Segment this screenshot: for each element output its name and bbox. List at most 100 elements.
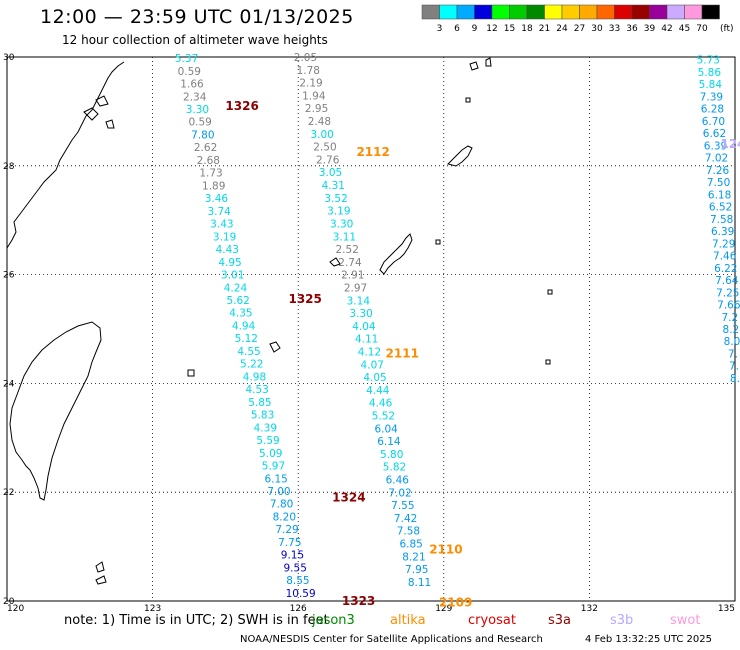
wave-height-value: 0.59: [178, 66, 201, 78]
wave-height-value: 6.15: [264, 473, 287, 485]
coastline-china: [6, 61, 125, 249]
wave-height-value: 6.22: [714, 263, 737, 275]
wave-height-value: 5.22: [240, 359, 263, 371]
wave-height-value: 5.97: [262, 461, 285, 473]
latitude-labels: 30 28 26 24 22 20: [3, 53, 15, 607]
wave-height-value: 4.55: [237, 346, 260, 358]
color-swatch: [666, 4, 685, 20]
color-scale-tick: 30: [591, 24, 603, 34]
color-swatch: [456, 4, 475, 20]
wave-height-value: 4.43: [216, 244, 239, 256]
wave-height-value: 6.28: [701, 104, 724, 116]
wave-height-value: 1.89: [202, 180, 225, 192]
wave-height-value: 1.73: [199, 168, 222, 180]
color-swatch: [439, 4, 458, 20]
wave-height-value: 7.: [729, 361, 739, 373]
pass-number-label: 2112: [356, 145, 389, 159]
color-scale-tick: 12: [486, 24, 497, 34]
wave-height-value: 3.43: [210, 219, 233, 231]
wave-height-value: 8.11: [408, 577, 431, 589]
wave-height-value: 2.68: [197, 155, 220, 167]
wave-height-value: 8.21: [402, 551, 425, 563]
wave-height-value: 5.52: [372, 411, 395, 423]
graticule: [7, 57, 735, 601]
longitude-label: 120: [7, 604, 24, 614]
wave-height-value: 5.09: [259, 448, 282, 460]
wave-height-value: 2.76: [316, 154, 340, 166]
wave-height-value: 3.05: [319, 167, 342, 179]
longitude-labels: 120 123 126 129 132 135: [7, 604, 735, 614]
coastlines: [6, 57, 553, 585]
wave-height-value: 3.19: [327, 206, 350, 218]
wave-height-value: 7.02: [388, 487, 411, 499]
wave-height-value: 6.18: [708, 189, 731, 201]
wave-height-value: 3.00: [310, 129, 333, 141]
wave-height-value: 4.95: [218, 257, 241, 269]
color-scale-tick: 9: [472, 24, 478, 34]
wave-height-value: 7.66: [717, 300, 740, 312]
wave-height-value: 7.25: [716, 287, 739, 299]
wave-height-value: 4.24: [224, 282, 248, 294]
footnote: note: 1) Time is in UTC; 2) SWH is in fe…: [64, 613, 329, 628]
color-scale-tick: 18: [521, 24, 533, 34]
wave-height-value: 3.46: [205, 193, 229, 205]
wave-height-value: 3.52: [324, 193, 347, 205]
color-scale-tick: 33: [609, 24, 620, 34]
wave-height-value: 3.30: [330, 218, 353, 230]
coastline-china-islands: [83, 95, 115, 129]
wave-height-value: 7.75: [278, 537, 301, 549]
color-swatch: [596, 4, 615, 20]
wave-height-value: 2.19: [299, 78, 322, 90]
wave-height-value: 4.11: [355, 334, 378, 346]
map-frame: [6, 56, 736, 602]
color-scale-tick: 15: [504, 24, 515, 34]
wave-height-value: 5.37: [175, 53, 198, 65]
wave-height-value: 3.19: [213, 231, 236, 243]
wave-height-value: 2.95: [305, 103, 328, 115]
color-swatch: [579, 4, 598, 20]
wave-height-value: 2.34: [183, 91, 207, 103]
wave-height-value: 7.46: [713, 251, 737, 263]
legend-entry-s3a: s3a: [548, 613, 572, 628]
wave-height-value: 8.20: [273, 511, 296, 523]
wave-height-value: 7.29: [712, 238, 735, 250]
wave-height-value: 7.29: [275, 524, 298, 536]
wave-height-value: 3.11: [333, 231, 356, 243]
wave-height-value: 7.39: [700, 91, 723, 103]
wave-height-value: 7.58: [397, 526, 420, 538]
wave-height-value: 4.39: [254, 422, 277, 434]
generation-timestamp: 4 Feb 13:32:25 UTC 2025: [585, 634, 712, 645]
color-scale-tick: 3: [437, 24, 443, 34]
wave-height-value: 7.: [728, 348, 738, 360]
color-swatch: [491, 4, 510, 20]
color-swatch: [474, 4, 493, 20]
color-swatch: [614, 4, 633, 20]
wave-height-value: 7.00: [267, 486, 290, 498]
wave-height-value: 2.97: [344, 282, 367, 294]
pass-labels: 1326 1325 1324 1323 2112 2111 2110 2109 1247: [225, 99, 740, 610]
wave-height-value: 7.2: [722, 312, 739, 324]
wave-height-value: 5.73: [697, 55, 720, 67]
wave-height-value: 4.04: [352, 321, 376, 333]
legend-entry-jason3: jason3: [312, 613, 355, 628]
map-title: 12:00 — 23:59 UTC 01/13/2025: [40, 6, 354, 28]
color-scale-tick: 6: [454, 24, 460, 34]
wave-height-value: 6.39: [711, 226, 734, 238]
wave-height-value: 5.85: [248, 397, 271, 409]
pass-number-label: 1324: [332, 491, 365, 505]
color-scale-tick: 39: [644, 24, 656, 34]
wave-height-value: 5.12: [235, 333, 258, 345]
wave-height-value: 7.55: [391, 500, 414, 512]
longitude-label: 123: [144, 604, 161, 614]
wave-height-value: 7.26: [706, 165, 730, 177]
wave-height-value: 8.: [730, 373, 740, 385]
wave-height-value: 3.01: [221, 270, 244, 282]
map-subtitle: 12 hour collection of altimeter wave hei…: [62, 33, 328, 47]
wave-height-value: 2.05: [294, 52, 317, 64]
color-scale-tick: 42: [661, 24, 672, 34]
wave-height-value: 4.46: [369, 398, 393, 410]
wave-height-value: 7.50: [707, 177, 730, 189]
color-swatch: [701, 4, 720, 20]
longitude-label: 132: [581, 604, 598, 614]
